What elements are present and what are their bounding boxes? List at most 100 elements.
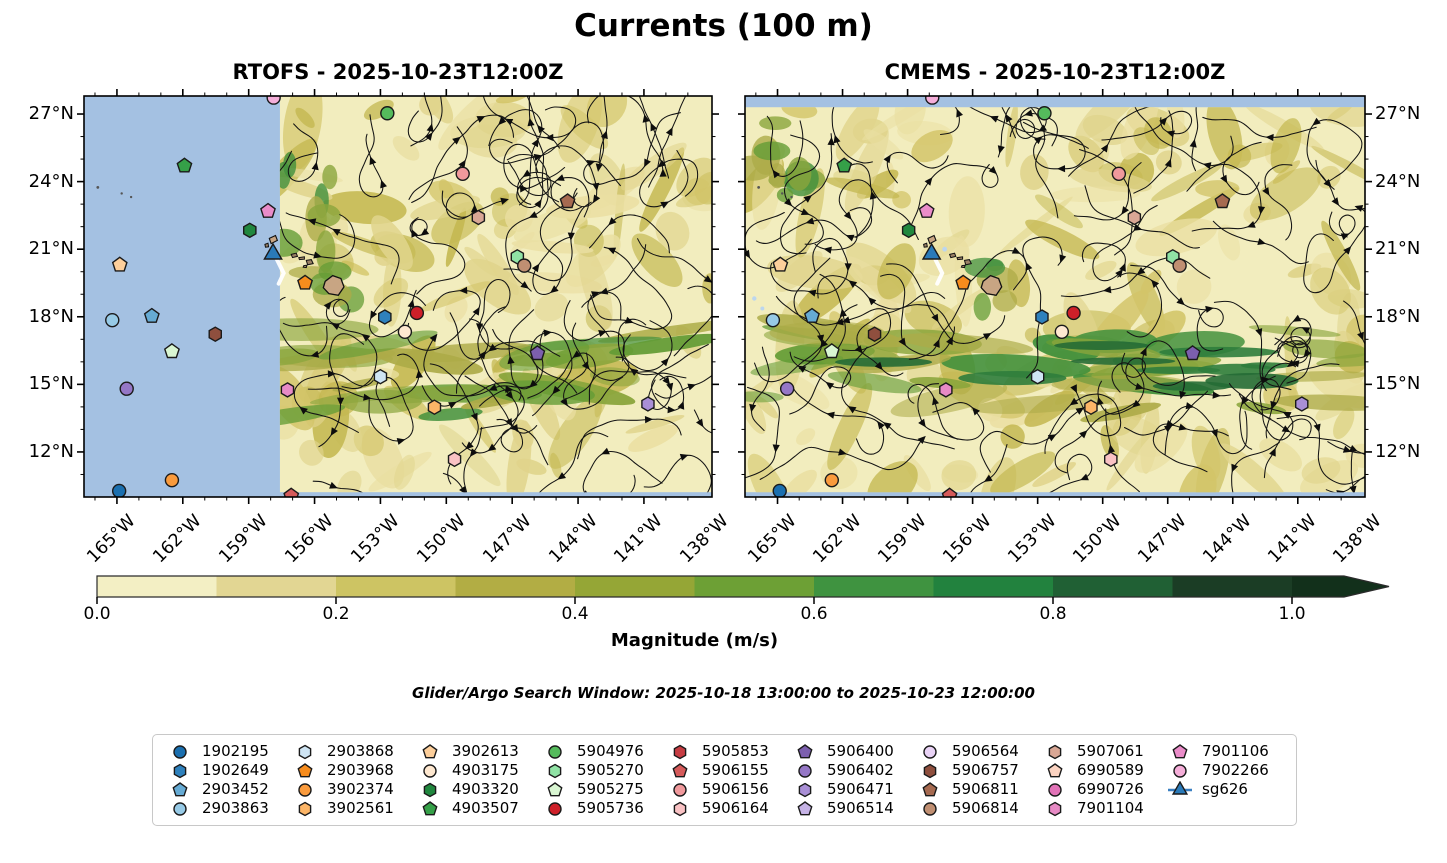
legend-marker-pentagon-icon [422,800,438,815]
legend-item-3902374: 3902374 [292,780,407,799]
legend-marker-circle-icon [298,782,312,797]
lat-tick-label-cmems-27°N: 27°N [1375,103,1421,125]
lon-tick-label-rtofs-162°W: 162°W [149,511,206,568]
float-marker-4903320 [242,222,257,239]
lon-tick-label-rtofs-153°W: 153°W [347,511,404,568]
legend-label-5906155: 5906155 [702,761,769,779]
legend-item-1902649: 1902649 [167,761,282,780]
colorbar-tick-0.0: 0.0 [83,604,111,624]
float-marker-5904976 [1037,106,1052,121]
float-marker-2903968 [297,274,314,290]
legend-item-7902266: 7902266 [1167,761,1282,780]
lon-tick-label-rtofs-165°W: 165°W [83,511,141,568]
float-markers [105,96,655,497]
float-marker-5906164 [447,451,462,468]
lon-tick-label-rtofs-147°W: 147°W [479,511,536,568]
legend-label-sg626: sg626 [1202,780,1248,798]
float-marker-7902266 [925,96,940,105]
legend-item-5905275: 5905275 [542,780,657,799]
legend-item-5904976: 5904976 [542,742,657,761]
float-marker-5906155 [283,487,300,497]
legend-marker-pentagon-icon [297,762,313,777]
float-marker-1902649 [1035,309,1049,325]
lat-tick-label-rtofs-24°N: 24°N [28,170,74,192]
float-marker-5906811 [1214,193,1231,209]
lon-tick-label-cmems-162°W: 162°W [809,511,866,568]
hawaiian-islands [96,186,345,297]
legend-marker-hexagon-icon [423,782,437,797]
legend-marker-circle-icon [798,763,812,778]
legend: 1902195 1902649 2903452 2903863 2903868 29039… [152,734,1297,826]
lon-tick-label-cmems-144°W: 144°W [1199,511,1256,568]
lat-tick-label-rtofs-27°N: 27°N [28,103,74,125]
legend-label-5906156: 5906156 [702,780,769,798]
float-marker-1902195 [111,483,127,497]
legend-item-5905853: 5905853 [667,742,782,761]
lon-tick-label-rtofs-159°W: 159°W [215,511,272,568]
legend-item-5906757: 5906757 [917,761,1032,780]
legend-item-4903320: 4903320 [417,780,532,799]
float-marker-3902561 [427,399,442,416]
legend-item-5906400: 5906400 [792,742,907,761]
legend-label-4903175: 4903175 [452,761,519,779]
legend-label-5905270: 5905270 [577,761,644,779]
legend-item-6990589: 6990589 [1042,761,1157,780]
legend-item-2903452: 2903452 [167,780,282,799]
float-marker-5906811 [559,193,576,209]
legend-marker-hexagon-icon [298,801,312,816]
legend-item-2903968: 2903968 [292,761,407,780]
lon-tick-label-rtofs-150°W: 150°W [413,511,470,568]
lat-tick-label-cmems-21°N: 21°N [1375,238,1421,260]
legend-label-1902649: 1902649 [202,761,269,779]
float-marker-3902613 [772,256,789,272]
float-marker-5906471 [641,396,655,412]
map-canvas-cmems [738,89,1372,504]
legend-item-5905736: 5905736 [542,799,657,818]
legend-label-5906514: 5906514 [827,799,894,817]
lat-tick-label-cmems-24°N: 24°N [1375,170,1421,192]
legend-label-2903868: 2903868 [327,742,394,760]
legend-marker-pentagon-icon [672,762,688,777]
legend-marker-pentagon-icon [547,781,563,796]
float-marker-5906164 [1104,451,1118,468]
legend-marker-circle-icon [173,801,187,816]
legend-label-7902266: 7902266 [1202,761,1269,779]
legend-label-2903863: 2903863 [202,799,269,817]
float-marker-1902649 [378,309,392,325]
lon-tick-label-rtofs-144°W: 144°W [545,511,602,568]
glider-track [932,256,945,286]
current-magnitude-field [279,96,712,493]
float-marker-7901104 [939,382,953,398]
axis-ticks [738,89,1372,504]
legend-marker-circle-icon [548,744,562,759]
colorbar-label: Magnitude (m/s) [610,630,779,651]
legend-marker-pentagon-icon [1047,762,1063,777]
legend-label-5906757: 5906757 [952,761,1019,779]
float-marker-4903507 [176,157,193,173]
legend-marker-hexagon-icon [673,801,687,816]
float-marker-5907061 [471,209,486,226]
legend-label-3902374: 3902374 [327,780,394,798]
float-marker-5906155 [941,487,958,497]
legend-marker-circle-icon [923,744,937,759]
legend-label-5906564: 5906564 [952,742,1019,760]
float-marker-5907061 [1127,209,1142,226]
float-marker-2903452 [143,307,160,323]
legend-item-5906156: 5906156 [667,780,782,799]
legend-marker-hexagon-icon [548,763,562,778]
legend-label-5906164: 5906164 [702,799,769,817]
legend-marker-hexagon-icon [798,782,812,797]
legend-item-7901104: 7901104 [1042,799,1157,818]
lon-tick-label-cmems-153°W: 153°W [1004,511,1061,568]
lon-tick-label-cmems-150°W: 150°W [1069,511,1126,568]
float-marker-5906156 [1111,166,1127,181]
legend-label-4903320: 4903320 [452,780,519,798]
colorbar-tick-0.6: 0.6 [800,604,828,624]
legend-marker-pentagon-icon [922,781,938,796]
hawaiian-islands [752,186,1003,311]
lon-tick-label-cmems-165°W: 165°W [744,511,801,568]
float-marker-5906814 [1172,258,1187,273]
legend-item-2903868: 2903868 [292,742,407,761]
float-marker-5904976 [380,106,395,121]
float-marker-5906814 [517,258,532,273]
